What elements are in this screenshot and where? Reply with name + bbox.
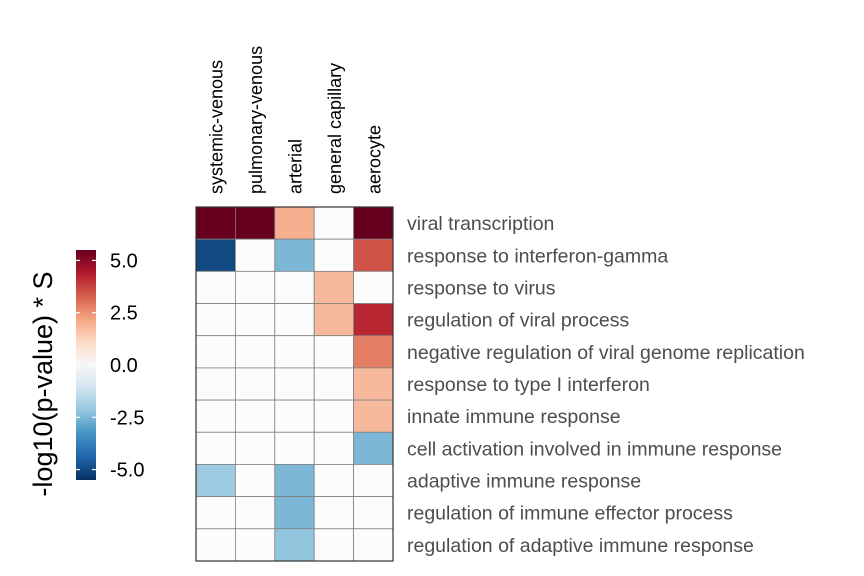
heatmap-cell [313, 464, 355, 498]
heatmap-cell [353, 206, 394, 240]
row-label: response to interferon-gamma [407, 245, 668, 267]
row-label: innate immune response [407, 406, 621, 428]
legend-colorbar [76, 250, 96, 480]
heatmap-cell [234, 335, 276, 369]
heatmap-cell [313, 238, 355, 272]
heatmap-cell [313, 303, 355, 337]
heatmap-cell [274, 206, 315, 240]
heatmap-cell [195, 270, 236, 304]
row-label: negative regulation of viral genome repl… [407, 342, 805, 364]
heatmap-cell [313, 270, 355, 304]
heatmap-cell [274, 238, 315, 272]
heatmap-cell [313, 335, 355, 369]
column-label: aerocyte [364, 125, 384, 194]
row-label: adaptive immune response [407, 471, 641, 493]
row-label: regulation of immune effector process [407, 503, 733, 525]
heatmap-cell [195, 238, 236, 272]
legend-ticks: 5.0 2.5 0.0 -2.5 -5.0 [76, 250, 144, 482]
heatmap-cell [195, 528, 236, 562]
row-label: regulation of viral process [407, 310, 629, 332]
heatmap-cell [234, 270, 276, 304]
legend-tick-label: 0.0 [110, 355, 138, 377]
heatmap-cell [313, 206, 355, 240]
heatmap-cell [195, 399, 236, 433]
heatmap-cell [274, 464, 315, 498]
heatmap-cell [274, 431, 315, 465]
heatmap-cell [353, 528, 394, 562]
column-label: general capillary [325, 63, 345, 194]
row-label: response to type I interferon [407, 374, 650, 396]
heatmap-cell [353, 303, 394, 337]
heatmap-cell [195, 303, 236, 337]
heatmap-cell [234, 431, 276, 465]
legend-tick-label: -2.5 [110, 407, 144, 429]
heatmap-cell [234, 464, 276, 498]
heatmap-cell [195, 206, 236, 240]
heatmap-cell [353, 367, 394, 401]
heatmap-cell [195, 464, 236, 498]
heatmap-cell [234, 528, 276, 562]
heatmap-cell [234, 496, 276, 530]
heatmap-cell [353, 496, 394, 530]
heatmap-cell [313, 496, 355, 530]
heatmap-cell [313, 399, 355, 433]
heatmap-cell [234, 399, 276, 433]
heatmap-cell [353, 431, 394, 465]
heatmap-cell [274, 528, 315, 562]
row-labels: viral transcription response to interfero… [407, 213, 805, 557]
legend-title: -log10(p-value) * S [28, 271, 58, 496]
heatmap-cell [353, 238, 394, 272]
heatmap-cell [274, 399, 315, 433]
column-label: pulmonary-venous [246, 46, 266, 194]
heatmap-cell [274, 367, 315, 401]
heatmap-cell [195, 367, 236, 401]
legend-tick-label: 5.0 [110, 250, 138, 272]
heatmap-cell [234, 238, 276, 272]
heatmap-cell [195, 431, 236, 465]
heatmap-cells [195, 206, 394, 562]
legend-tick-label: -5.0 [110, 460, 144, 482]
heatmap-cell [274, 335, 315, 369]
heatmap-cell [274, 303, 315, 337]
row-label: cell activation involved in immune respo… [407, 438, 782, 460]
heatmap-cell [195, 335, 236, 369]
color-legend: 5.0 2.5 0.0 -2.5 -5.0 -log10(p-value) * S [28, 250, 144, 497]
heatmap-panel-border [195, 206, 394, 562]
column-labels: systemic-venous pulmonary-venous arterial g… [207, 46, 385, 194]
heatmap-cell [313, 528, 355, 562]
heatmap-cell [353, 335, 394, 369]
heatmap-cell [234, 303, 276, 337]
heatmap-cell [274, 496, 315, 530]
heatmap-cell [234, 206, 276, 240]
heatmap-cell [234, 367, 276, 401]
row-label: viral transcription [407, 213, 554, 235]
heatmap-cell [274, 270, 315, 304]
heatmap-cell [195, 496, 236, 530]
heatmap-cell [313, 431, 355, 465]
column-label: systemic-venous [207, 60, 227, 194]
heatmap-cell [313, 367, 355, 401]
column-label: arterial [286, 139, 306, 194]
row-label: regulation of adaptive immune response [407, 535, 754, 557]
heatmap-cell [353, 464, 394, 498]
heatmap-cell [353, 399, 394, 433]
legend-tick-label: 2.5 [110, 303, 138, 325]
row-label: response to virus [407, 277, 556, 299]
heatmap-cell [353, 270, 394, 304]
